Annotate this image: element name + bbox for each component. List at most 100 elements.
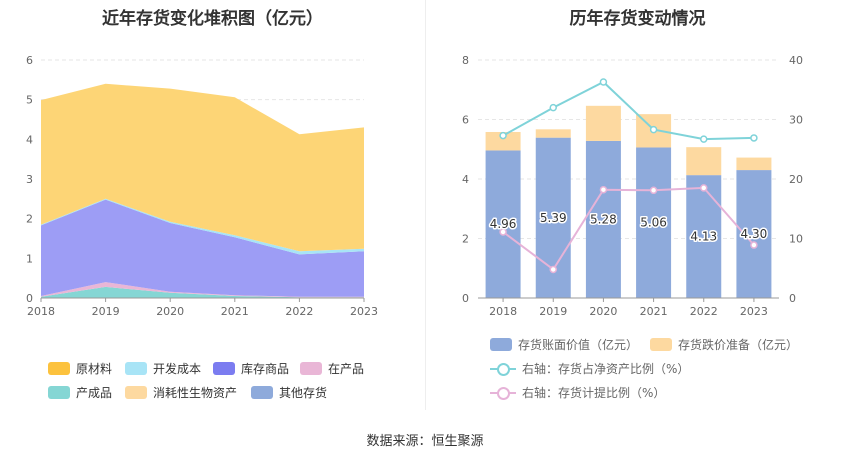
line-point xyxy=(499,228,507,236)
bar-value xyxy=(686,175,722,298)
legend-swatch xyxy=(213,362,235,375)
y-tick-label: 2 xyxy=(26,213,33,226)
legend-label: 原材料 xyxy=(76,362,113,376)
y-tick-label: 4 xyxy=(26,133,33,146)
y-tick-label: 1 xyxy=(26,252,33,265)
bar-data-label: 5.28 xyxy=(590,212,617,226)
x-tick-label: 2019 xyxy=(539,305,567,318)
legend-item[interactable]: 在产品 xyxy=(300,360,364,377)
legend-item[interactable]: 右轴：存货占净资产比例（%） xyxy=(490,360,689,377)
line-point xyxy=(700,135,708,143)
legend-item[interactable]: 库存商品 xyxy=(213,360,289,377)
y2-tick-label: 20 xyxy=(789,173,803,186)
x-tick-label: 2018 xyxy=(489,305,517,318)
line-point xyxy=(549,103,557,112)
legend-swatch xyxy=(125,386,147,399)
legend-label: 其他存货 xyxy=(279,386,328,400)
bar-value xyxy=(736,170,772,298)
area-产成品 xyxy=(41,286,364,298)
x-tick-label: 2023 xyxy=(350,305,378,318)
y-tick-label: 2 xyxy=(462,233,469,246)
legend-label: 存货跌价准备（亿元） xyxy=(678,338,799,352)
x-tick-label: 2018 xyxy=(27,305,55,318)
line-series xyxy=(502,186,755,271)
legend-item[interactable]: 开发成本 xyxy=(125,360,201,377)
legend-label: 右轴：存货占净资产比例（%） xyxy=(522,362,690,376)
y-tick-label: 0 xyxy=(26,292,33,305)
legend-swatch xyxy=(490,362,516,376)
line-point xyxy=(750,134,758,142)
legend-label: 右轴：存货计提比例（%） xyxy=(522,386,666,400)
legend-swatch xyxy=(48,386,70,399)
line-series xyxy=(502,80,754,141)
line-point xyxy=(599,185,608,194)
bar-provision xyxy=(535,129,571,138)
legend-item[interactable]: 其他存货 xyxy=(251,384,327,401)
y2-tick-label: 40 xyxy=(789,54,803,67)
legend-swatch xyxy=(300,362,322,375)
legend-swatch xyxy=(48,362,70,375)
line-point xyxy=(549,265,557,274)
bar-data-label: 4.13 xyxy=(690,230,717,244)
y-tick-label: 3 xyxy=(26,173,33,186)
legend-swatch xyxy=(490,338,512,351)
panel-divider xyxy=(425,0,426,410)
legend-swatch xyxy=(251,386,273,399)
data-source-note: 数据来源：恒生聚源 xyxy=(366,434,484,449)
bar-provision xyxy=(736,157,772,171)
line-point xyxy=(649,186,658,195)
legend-item[interactable]: 消耗性生物资产 xyxy=(125,384,237,401)
legend-item[interactable]: 产成品 xyxy=(48,384,112,401)
legend-label: 存货账面价值（亿元） xyxy=(518,338,639,352)
legend-label: 消耗性生物资产 xyxy=(153,386,238,400)
x-tick-label: 2022 xyxy=(285,305,313,318)
line-point xyxy=(700,184,708,192)
bar-provision xyxy=(485,131,521,151)
bar-data-label: 5.39 xyxy=(540,211,567,225)
bar-data-label: 4.30 xyxy=(741,227,768,241)
right-chart-title: 历年存货变动情况 xyxy=(569,9,706,29)
y-tick-label: 8 xyxy=(462,54,469,67)
y2-tick-label: 10 xyxy=(789,233,803,246)
y-tick-label: 6 xyxy=(26,54,33,67)
legend-label: 开发成本 xyxy=(153,362,202,376)
x-tick-label: 2020 xyxy=(589,305,617,318)
left-chart-title: 近年存货变化堆积图（亿元） xyxy=(102,9,323,29)
bar-data-label: 4.96 xyxy=(490,217,517,231)
y-tick-label: 0 xyxy=(462,292,469,305)
bar-value xyxy=(485,150,521,298)
legend-item[interactable]: 右轴：存货计提比例（%） xyxy=(490,384,665,401)
legend-item[interactable]: 存货账面价值（亿元） xyxy=(490,336,638,353)
legend-swatch xyxy=(125,362,147,375)
legend-label: 库存商品 xyxy=(241,362,290,376)
bar-data-label: 5.06 xyxy=(640,216,667,230)
bar-line-chart: 0 2 4 6 8 0 10 20 30 40 2018 2019 2020 2021 2022 2023 4.… xyxy=(462,54,803,318)
line-point xyxy=(750,241,758,249)
legend-label: 产成品 xyxy=(76,386,113,400)
area-库存商品 xyxy=(41,199,364,297)
bar-value xyxy=(585,140,621,298)
bar-provision xyxy=(585,105,621,141)
legend-item[interactable]: 原材料 xyxy=(48,360,112,377)
legend-label: 在产品 xyxy=(328,362,365,376)
legend-swatch xyxy=(650,338,672,351)
y2-tick-label: 0 xyxy=(789,292,796,305)
area-原材料 xyxy=(41,83,364,252)
x-tick-label: 2023 xyxy=(740,305,768,318)
line-point xyxy=(599,78,608,86)
x-tick-label: 2021 xyxy=(221,305,249,318)
y2-tick-label: 30 xyxy=(789,114,803,127)
legend-item[interactable]: 存货跌价准备（亿元） xyxy=(650,336,798,353)
line-point xyxy=(649,125,658,134)
stacked-area-chart: 0 1 2 3 4 5 6 2018 2019 2020 2021 2022 2023 xyxy=(26,54,378,318)
bar-value xyxy=(636,147,672,298)
y-tick-label: 6 xyxy=(462,114,469,127)
y-tick-label: 5 xyxy=(26,94,33,107)
bar-provision xyxy=(686,147,722,176)
x-tick-label: 2021 xyxy=(640,305,668,318)
y-tick-label: 4 xyxy=(462,173,469,186)
area-在产品 xyxy=(41,282,364,298)
x-tick-label: 2019 xyxy=(92,305,120,318)
x-tick-label: 2020 xyxy=(156,305,184,318)
line-point xyxy=(499,131,507,140)
